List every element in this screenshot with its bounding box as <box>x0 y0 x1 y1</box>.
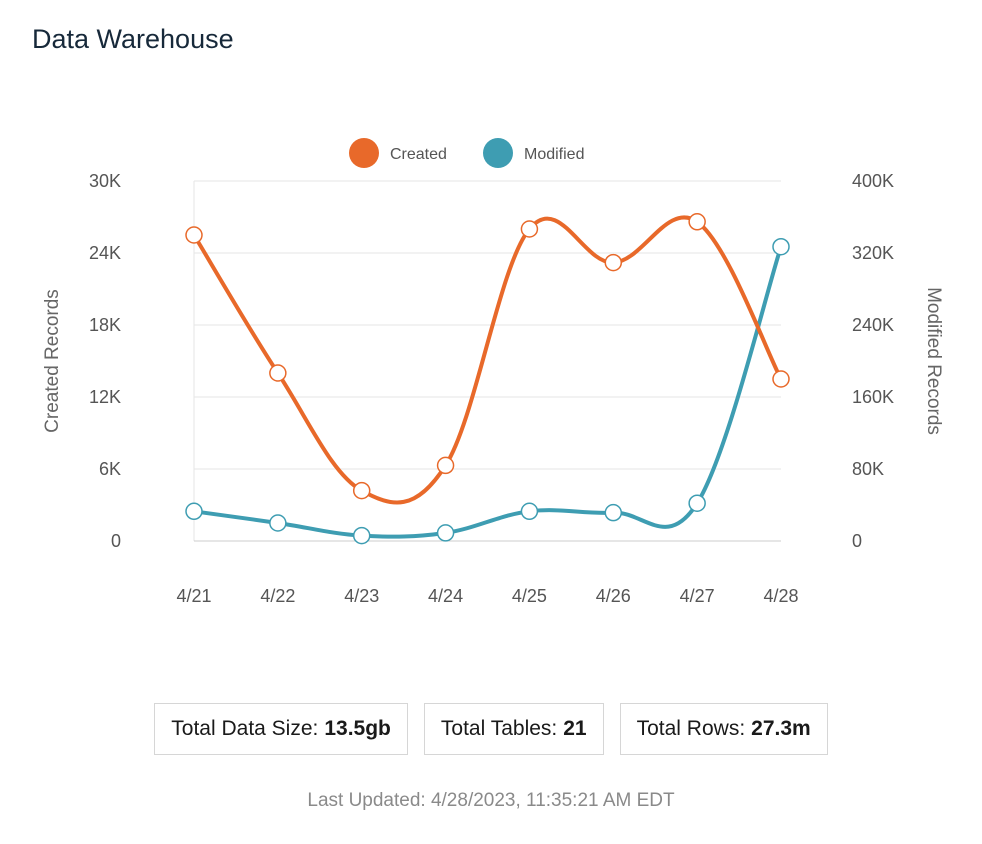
created-data-point <box>604 253 623 272</box>
created-data-point <box>772 370 790 388</box>
y-left-tick-label: 18K <box>89 315 121 335</box>
x-tick-label: 4/21 <box>176 586 211 606</box>
modified-series-line <box>192 244 783 539</box>
x-tick-label: 4/23 <box>344 586 379 606</box>
modified-data-point <box>185 502 203 521</box>
x-tick-label: 4/26 <box>596 586 631 606</box>
stat-value: 21 <box>563 717 587 740</box>
y-left-tick-label: 0 <box>111 531 121 551</box>
y-right-tick-label: 320K <box>852 243 894 263</box>
x-tick-label: 4/28 <box>763 586 798 606</box>
modified-data-point <box>436 524 455 542</box>
x-tick-label: 4/22 <box>260 586 295 606</box>
x-tick-label: 4/27 <box>680 586 715 606</box>
x-tick-label: 4/24 <box>428 586 463 606</box>
y-right-tick-label: 80K <box>852 459 884 479</box>
created-data-point <box>185 226 203 244</box>
page-title: Data Warehouse <box>32 24 234 54</box>
created-data-point <box>352 481 371 500</box>
y-left-tick-label: 6K <box>99 459 121 479</box>
legend-swatch-modified <box>483 138 513 168</box>
y-left-tick-label: 12K <box>89 387 121 407</box>
stat-label: Total Tables: <box>440 717 558 740</box>
modified-data-point <box>352 526 371 545</box>
created-data-point <box>436 456 455 475</box>
modified-data-point <box>604 503 623 522</box>
y-right-axis-title: Modified Records <box>923 287 944 435</box>
stat-label: Total Rows: <box>636 717 746 740</box>
stat-total-data-size: Total Data Size: 13.5gb <box>154 703 408 755</box>
legend-label-modified: Modified <box>524 146 584 163</box>
y-left-tick-label: 24K <box>89 243 121 263</box>
y-right-tick-label: 240K <box>852 315 894 335</box>
y-left-axis-title: Created Records <box>42 289 63 433</box>
y-left-tick-label: 30K <box>89 171 121 191</box>
stat-total-rows: Total Rows: 27.3m <box>619 703 828 755</box>
y-right-tick-label: 400K <box>852 171 894 191</box>
y-right-tick-label: 0 <box>852 531 862 551</box>
last-updated: Last Updated: 4/28/2023, 11:35:21 AM EDT <box>307 790 675 811</box>
legend-label-created: Created <box>390 146 447 163</box>
y-right-tick-label: 160K <box>852 387 894 407</box>
x-tick-label: 4/25 <box>512 586 547 606</box>
stats-row: Total Data Size: 13.5gb Total Tables: 21… <box>0 703 982 755</box>
created-data-point <box>688 213 706 231</box>
modified-data-point <box>688 494 706 512</box>
data-warehouse-chart: 0 0 6K 80K 12K 160K 18K 240K 24K 320K 30K 400K 4/21 4… <box>42 138 944 606</box>
modified-data-point <box>520 502 539 521</box>
created-data-point <box>520 220 539 238</box>
modified-data-point <box>269 514 287 532</box>
created-data-point <box>269 364 287 382</box>
legend-swatch-created <box>349 138 379 168</box>
stat-total-tables: Total Tables: 21 <box>423 703 604 755</box>
stat-label: Total Data Size: <box>171 717 319 740</box>
stat-value: 13.5gb <box>324 717 391 740</box>
modified-data-point <box>772 237 790 256</box>
created-series-line <box>192 215 783 505</box>
stat-value: 27.3m <box>751 717 811 740</box>
